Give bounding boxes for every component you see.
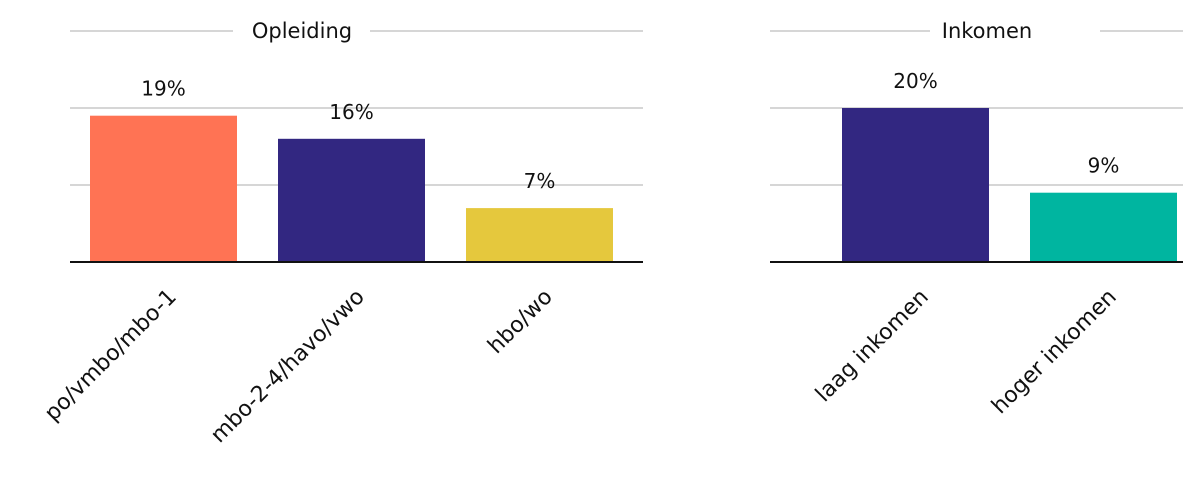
panel-title: Inkomen <box>942 19 1032 43</box>
x-tick-label: po/vmbo/mbo-1 <box>40 285 182 427</box>
x-tick-label: mbo-2-4/havo/vwo <box>206 285 370 449</box>
panel-title: Opleiding <box>252 19 352 43</box>
bar <box>842 108 989 262</box>
x-tick-label: laag inkomen <box>811 285 934 408</box>
data-label: 7% <box>524 169 556 193</box>
data-label: 9% <box>1088 154 1120 178</box>
chart-panel-opleiding: Opleiding 19% po/vmbo/mbo-1 16% mbo-2-4/havo… <box>40 19 643 448</box>
data-label: 19% <box>141 77 185 101</box>
bar <box>466 208 613 262</box>
bar <box>278 138 425 262</box>
bar <box>1030 192 1177 262</box>
x-tick-label: hoger inkomen <box>987 285 1122 420</box>
data-label: 20% <box>893 69 937 93</box>
x-tick-label: hbo/wo <box>483 285 557 359</box>
data-label: 16% <box>329 100 373 124</box>
bar <box>90 115 237 262</box>
chart-panel-inkomen: Inkomen 20% laag inkomen 9% hoger inkomen <box>770 19 1183 419</box>
